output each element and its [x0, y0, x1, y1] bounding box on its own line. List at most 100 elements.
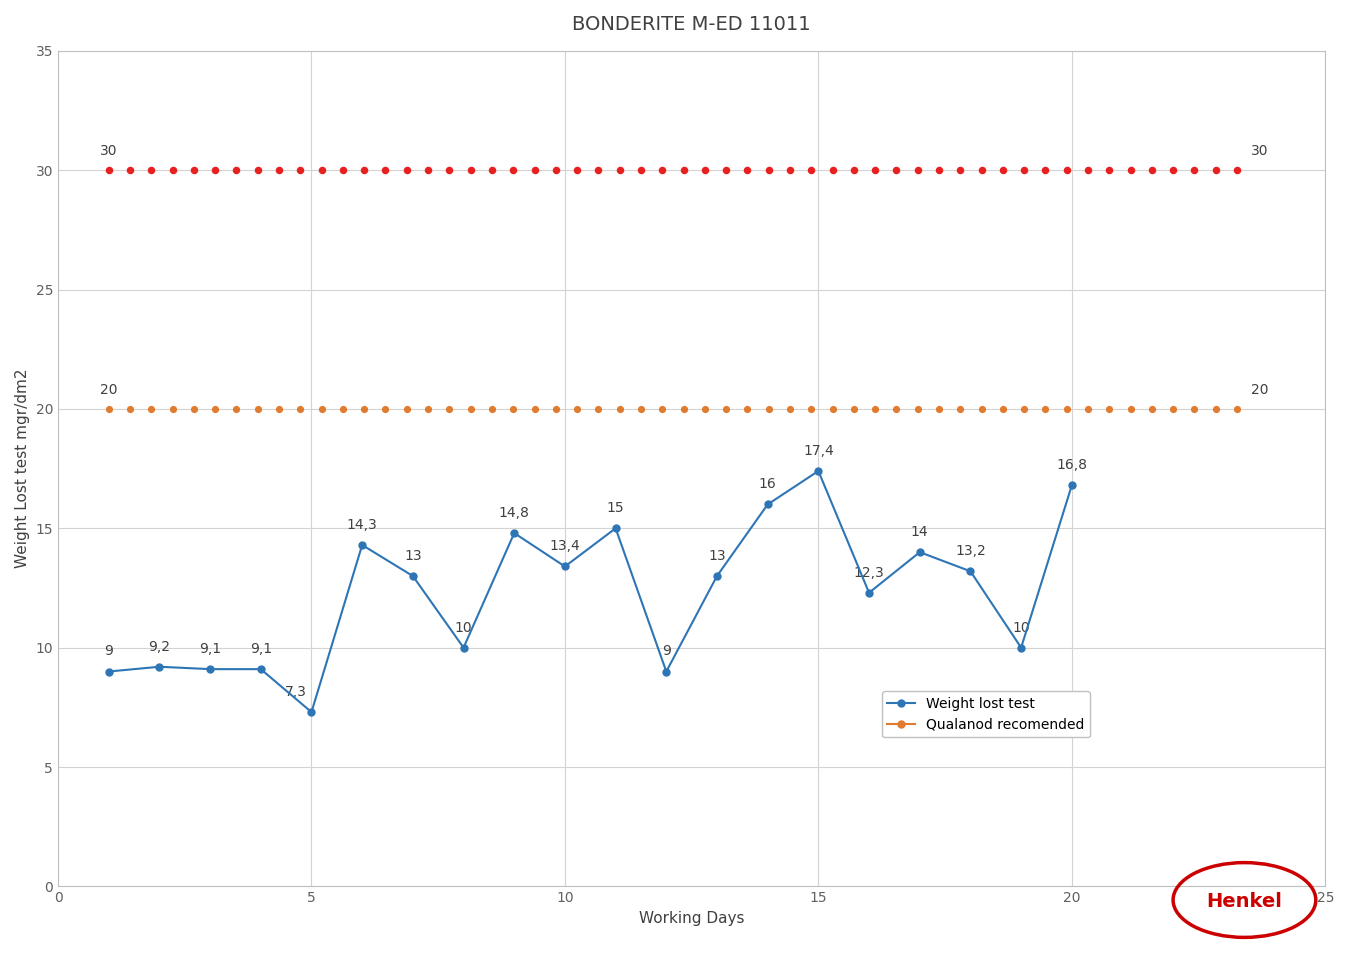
Point — [417, 401, 438, 417]
Point — [225, 401, 247, 417]
Point — [1205, 162, 1226, 178]
Text: 10: 10 — [455, 620, 472, 635]
Point — [886, 162, 908, 178]
Point — [460, 162, 482, 178]
Point — [758, 162, 780, 178]
Point — [1098, 162, 1120, 178]
Text: 10: 10 — [1012, 620, 1029, 635]
Point — [950, 162, 971, 178]
Point — [1120, 401, 1141, 417]
Point — [98, 162, 120, 178]
Text: 30: 30 — [100, 144, 117, 158]
Point — [183, 401, 205, 417]
Point — [950, 401, 971, 417]
Point — [1056, 162, 1078, 178]
Point — [652, 162, 673, 178]
Point — [482, 401, 503, 417]
Point — [375, 401, 397, 417]
Text: 17,4: 17,4 — [803, 444, 834, 458]
Point — [843, 401, 865, 417]
X-axis label: Working Days: Working Days — [639, 911, 745, 925]
Point — [608, 401, 630, 417]
Point — [907, 162, 928, 178]
Point — [332, 401, 353, 417]
Point — [1183, 401, 1205, 417]
Point — [397, 162, 418, 178]
Point — [758, 401, 780, 417]
Point — [567, 162, 588, 178]
Point — [417, 162, 438, 178]
Point — [843, 162, 865, 178]
Point — [1183, 162, 1205, 178]
Point — [715, 401, 737, 417]
Point — [119, 401, 140, 417]
Point — [545, 401, 567, 417]
Point — [886, 401, 908, 417]
Y-axis label: Weight Lost test mgr/dm2: Weight Lost test mgr/dm2 — [15, 369, 30, 568]
Point — [225, 162, 247, 178]
Point — [865, 162, 886, 178]
Point — [800, 401, 822, 417]
Point — [1098, 401, 1120, 417]
Text: 7,3: 7,3 — [286, 685, 308, 699]
Text: Henkel: Henkel — [1206, 893, 1283, 911]
Point — [780, 401, 801, 417]
Point — [928, 401, 950, 417]
Text: 13: 13 — [708, 549, 726, 563]
Point — [652, 401, 673, 417]
Point — [205, 401, 227, 417]
Point — [140, 401, 162, 417]
Text: 14,8: 14,8 — [499, 506, 530, 520]
Text: 9,2: 9,2 — [148, 639, 170, 654]
Point — [971, 401, 993, 417]
Point — [119, 162, 140, 178]
Point — [290, 401, 312, 417]
Point — [460, 401, 482, 417]
Point — [1141, 401, 1163, 417]
Point — [822, 401, 843, 417]
Point — [523, 162, 545, 178]
Point — [907, 401, 928, 417]
Point — [1226, 401, 1248, 417]
Point — [1226, 162, 1248, 178]
Point — [567, 401, 588, 417]
Point — [1035, 401, 1056, 417]
Point — [247, 162, 268, 178]
Point — [1205, 401, 1226, 417]
Point — [353, 401, 375, 417]
Text: 13,2: 13,2 — [955, 544, 986, 558]
Point — [1013, 401, 1035, 417]
Text: 13,4: 13,4 — [549, 540, 580, 553]
Point — [822, 162, 843, 178]
Point — [502, 401, 523, 417]
Point — [1035, 162, 1056, 178]
Point — [375, 162, 397, 178]
Point — [268, 401, 290, 417]
Point — [992, 162, 1013, 178]
Point — [290, 162, 312, 178]
Point — [162, 162, 183, 178]
Point — [1120, 162, 1141, 178]
Point — [588, 401, 610, 417]
Point — [630, 401, 652, 417]
Text: 16,8: 16,8 — [1056, 458, 1087, 472]
Point — [162, 401, 183, 417]
Point — [693, 162, 715, 178]
Text: 9,1: 9,1 — [250, 642, 272, 656]
Point — [438, 162, 460, 178]
Point — [247, 401, 268, 417]
Point — [438, 401, 460, 417]
Point — [588, 162, 610, 178]
Text: 12,3: 12,3 — [854, 565, 885, 580]
Point — [971, 162, 993, 178]
Point — [865, 401, 886, 417]
Text: 16: 16 — [758, 477, 777, 492]
Point — [502, 162, 523, 178]
Point — [1163, 401, 1184, 417]
Point — [523, 401, 545, 417]
Title: BONDERITE M-ED 11011: BONDERITE M-ED 11011 — [572, 15, 811, 34]
Point — [482, 162, 503, 178]
Point — [353, 162, 375, 178]
Point — [98, 401, 120, 417]
Text: 13: 13 — [405, 549, 422, 563]
